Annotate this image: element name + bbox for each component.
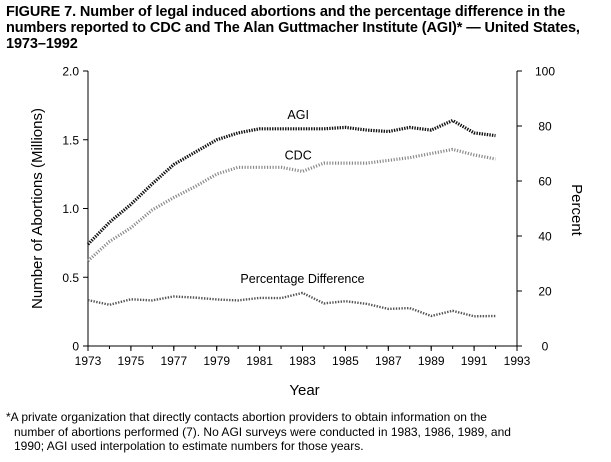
- x-tick-label: 1989: [418, 354, 445, 368]
- y2-axis-title: Percent: [568, 184, 585, 237]
- figure-title-line-3: 1973–1992: [6, 36, 78, 52]
- series-label-agi: AGI: [287, 108, 309, 122]
- x-tick-label: 1977: [160, 354, 187, 368]
- series-line-percentage-difference: [87, 291, 496, 318]
- x-tick-label: 1983: [289, 354, 316, 368]
- y2-tick-label: 20: [538, 285, 552, 299]
- footnote-line-3: 1990; AGI used interpolation to estimate…: [14, 439, 364, 453]
- figure-title: FIGURE 7. Number of legal induced aborti…: [6, 4, 606, 52]
- chart-axes: 1973 1975 1977 1979 1981 1983 1985 1987 1989 1991…: [29, 65, 585, 400]
- x-tick-label: 1979: [203, 354, 230, 368]
- x-tick-label: 1973: [75, 354, 102, 368]
- y2-tick-label: 0: [542, 340, 549, 354]
- figure-title-line-2: numbers reported to CDC and The Alan Gut…: [6, 20, 580, 36]
- y-tick-label: 0.5: [62, 271, 79, 285]
- x-axis-title: Year: [289, 382, 319, 399]
- y-tick-label: 2.0: [62, 65, 79, 79]
- x-tick-label: 1985: [332, 354, 359, 368]
- series-label-percentage-difference: Percentage Difference: [240, 272, 364, 286]
- series-line-agi: [86, 118, 496, 246]
- y2-tick-label: 100: [535, 65, 555, 79]
- y-tick-label: 1.5: [62, 133, 79, 147]
- x-tick-label: 1987: [375, 354, 402, 368]
- series-label-cdc: CDC: [285, 148, 312, 162]
- y-tick-label: 1.0: [62, 202, 79, 216]
- footnote-line-2: number of abortions performed (7). No AG…: [14, 424, 511, 439]
- x-tick-label: 1975: [118, 354, 145, 368]
- chart-series: [86, 118, 496, 318]
- y-tick-label: 0: [72, 340, 79, 354]
- y2-tick-label: 60: [538, 175, 552, 189]
- y-axis-title: Number of Abortions (Millions): [29, 108, 46, 309]
- x-tick-label: 1981: [246, 354, 273, 368]
- y2-tick-label: 40: [538, 230, 552, 244]
- figure-title-line-1: FIGURE 7. Number of legal induced aborti…: [6, 4, 566, 20]
- x-tick-label: 1993: [504, 354, 531, 368]
- series-line-cdc: [86, 147, 496, 262]
- footnote: *A private organization that directly co…: [6, 410, 606, 454]
- chart-labels: AGI CDC Percentage Difference: [240, 108, 364, 286]
- y2-tick-label: 80: [538, 120, 552, 134]
- x-tick-label: 1991: [461, 354, 488, 368]
- footnote-line-1: *A private organization that directly co…: [6, 410, 487, 424]
